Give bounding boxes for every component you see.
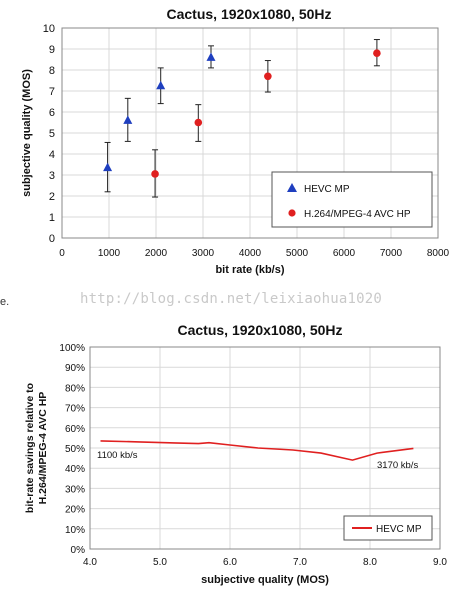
data-point-circle [151,170,159,178]
legend-label-avc: H.264/MPEG-4 AVC HP [304,209,411,220]
y-tick-label: 2 [49,191,55,203]
chart-top-y-axis-label: subjective quality (MOS) [21,69,33,197]
y-tick-label: 8 [49,65,55,77]
chart-bottom-y-axis-label-line1: bit-rate savings relative to [24,383,36,513]
chart-bottom-x-axis-label: subjective quality (MOS) [201,574,329,586]
chart-bottom-marks [100,440,414,461]
y-tick-label: 90% [65,363,85,374]
y-tick-label: 5 [49,128,55,140]
y-tick-label: 4 [49,149,55,161]
chart-top-legend-box [271,171,433,228]
x-tick-label: 7.0 [293,557,307,568]
x-tick-label: 4.0 [83,557,97,568]
y-tick-label: 0% [71,545,86,556]
data-point-triangle [123,115,133,124]
annotation-label: 1100 kb/s [97,450,138,461]
y-tick-label: 100% [59,343,85,354]
x-tick-label: 1000 [98,248,121,259]
legend-triangle-marker [287,183,297,192]
x-tick-label: 8000 [427,248,450,259]
x-tick-label: 6000 [333,248,356,259]
legend-label-hevc-mp: HEVC MP [376,524,422,535]
chart-bottom-ticks: 0% 10% 20% 30% 40% 50% 60% 70% 80% 90% 100% 4.0 5.0 6… [59,343,447,568]
y-tick-label: 70% [65,404,85,415]
x-tick-label: 3000 [192,248,215,259]
x-tick-label: 9.0 [433,557,447,568]
x-tick-label: 5000 [286,248,309,259]
data-point-circle [373,49,381,57]
chart-bottom-title: Cactus, 1920x1080, 50Hz [178,322,343,338]
y-tick-label: 7 [49,86,55,98]
y-tick-label: 6 [49,107,55,119]
y-tick-label: 0 [49,233,55,245]
legend-circle-marker [288,209,296,217]
y-tick-label: 10% [65,525,85,536]
y-tick-label: 1 [49,212,55,224]
y-tick-label: 20% [65,505,85,516]
y-tick-label: 3 [49,170,55,182]
y-tick-label: 50% [65,444,85,455]
series-line-hevc-mp [100,440,414,461]
chart-bottom-y-axis-label-line2: H.264/MPEG-4 AVC HP [37,392,49,505]
legend-label-hevc: HEVC MP [304,184,350,195]
chart-top-x-axis-label: bit rate (kb/s) [215,264,284,276]
caption-fragment: e. [0,296,10,308]
x-tick-label: 6.0 [223,557,237,568]
data-point-triangle [206,52,216,61]
chart-bottom-plot-area [89,346,441,550]
y-tick-label: 60% [65,424,85,435]
x-tick-label: 7000 [380,248,403,259]
x-tick-label: 8.0 [363,557,377,568]
x-tick-label: 2000 [145,248,168,259]
data-point-circle [194,118,203,127]
chart-top-title: Cactus, 1920x1080, 50Hz [167,6,332,22]
y-tick-label: 30% [65,484,85,495]
chart-bottom-annotations: 1100 kb/s 3170 kb/s [97,450,418,471]
chart-bottom-legend: HEVC MP [343,515,433,541]
y-tick-label: 9 [49,44,55,56]
chart-top-plot-area [61,27,439,239]
x-tick-label: 0 [59,248,65,259]
chart-bottom: Cactus, 1920x1080, 50Hz 0% 10% 20% 30% 40% 50… [24,322,447,586]
chart-top-marks [103,39,381,198]
y-tick-label: 40% [65,464,85,475]
data-point-circle [264,72,272,81]
data-point-triangle [156,80,166,90]
y-tick-label: 80% [65,383,85,394]
x-tick-label: 4000 [239,248,262,259]
annotation-label: 3170 kb/s [377,460,418,471]
watermark: http://blog.csdn.net/leixiaohua1020 [80,291,383,307]
chart-top-legend: HEVC MP H.264/MPEG-4 AVC HP [271,171,433,228]
chart-top: Cactus, 1920x1080, 50Hz 0 1 2 3 4 5 6 7 8 9 10 0 100… [21,6,450,276]
y-tick-label: 10 [43,23,55,35]
chart-top-ticks: 0 1 2 3 4 5 6 7 8 9 10 0 1000 2000 3000 4000 5000 6000 700… [43,23,450,259]
x-tick-label: 5.0 [153,557,167,568]
data-point-triangle [103,162,113,172]
